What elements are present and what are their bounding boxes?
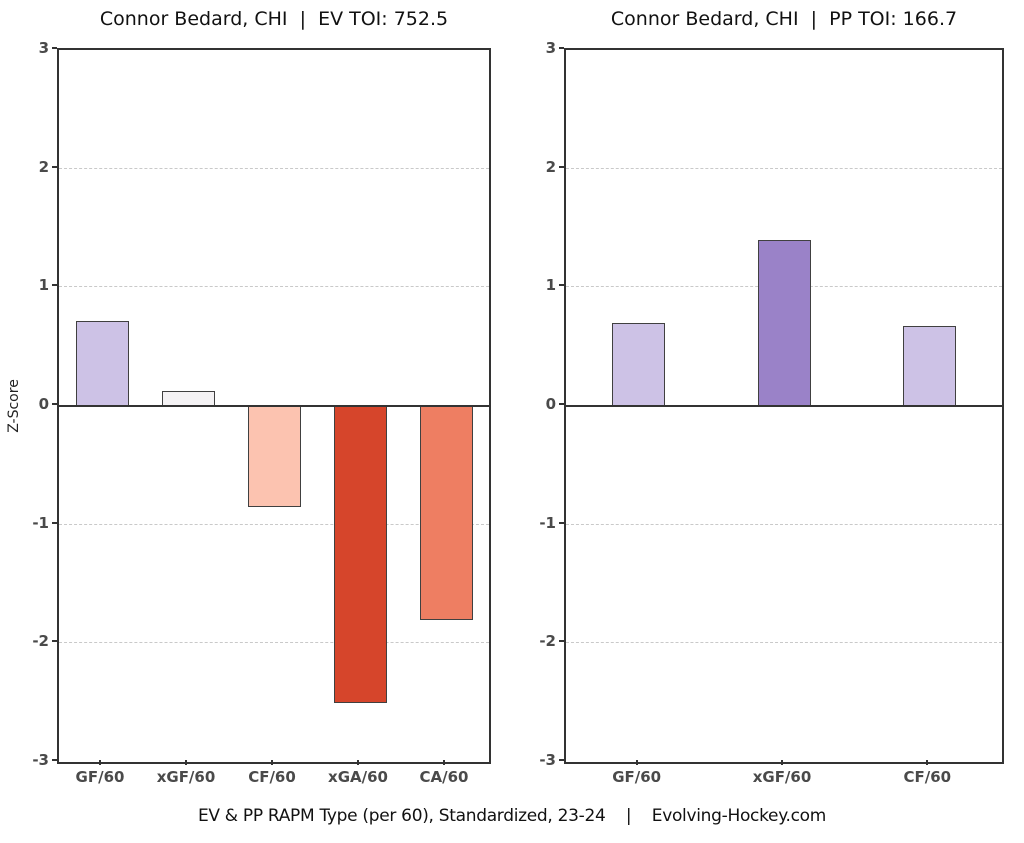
y-tick-mark-1	[559, 284, 564, 287]
y-tick-mark-2	[52, 165, 57, 168]
x-tick-mark-4	[443, 760, 445, 765]
x-tick-mark-0	[635, 760, 638, 765]
y-tick-mark--1	[559, 521, 564, 524]
bar-CF60	[902, 326, 956, 406]
zero-line	[566, 405, 1002, 407]
y-tick-label-1: 1	[545, 276, 556, 295]
gridline-y1	[59, 286, 489, 288]
x-tick-label-CF60: CF/60	[248, 768, 296, 786]
y-tick-label--2: -2	[539, 632, 556, 651]
y-tick-label-0: 0	[545, 395, 556, 413]
y-tick-label--1: -1	[32, 513, 49, 532]
y-tick-mark--2	[559, 640, 564, 643]
x-tick-mark-2	[926, 760, 929, 765]
bar-xGF60	[757, 239, 811, 406]
y-tick-mark-0	[559, 403, 564, 405]
y-tick-mark--3	[559, 759, 564, 761]
x-tick-label-CF60: CF/60	[903, 768, 952, 786]
y-tick-label--2: -2	[32, 632, 49, 651]
pp-chart-title: Connor Bedard, CHI | PP TOI: 166.7	[610, 8, 958, 30]
bar-xGF60	[161, 390, 215, 406]
x-tick-label-xGF60: xGF/60	[752, 768, 812, 786]
y-tick-mark--3	[52, 759, 57, 761]
y-tick-mark-0	[52, 403, 57, 405]
gridline-y2	[566, 167, 1002, 169]
bar-xGA60	[333, 406, 387, 703]
y-tick-mark-3	[559, 47, 564, 49]
x-tick-mark-2	[271, 760, 273, 765]
y-tick-mark--1	[52, 521, 57, 524]
y-tick-mark-2	[559, 165, 564, 168]
x-tick-mark-3	[357, 760, 359, 765]
x-tick-label-CA60: CA/60	[419, 768, 469, 786]
y-tick-label-3: 3	[38, 39, 49, 57]
bar-GF60	[612, 322, 666, 406]
bar-CA60	[419, 406, 473, 620]
y-tick-label-2: 2	[38, 157, 49, 176]
x-tick-label-GF60: GF/60	[75, 768, 125, 786]
y-tick-label-0: 0	[38, 395, 49, 413]
bar-GF60	[75, 320, 129, 406]
gridline-y-1	[566, 523, 1002, 525]
y-tick-mark--2	[52, 640, 57, 643]
gridline-y2	[59, 167, 489, 169]
ev-chart-title: Connor Bedard, CHI | EV TOI: 752.5	[99, 8, 449, 30]
x-tick-mark-1	[185, 760, 187, 765]
gridline-y-1	[59, 523, 489, 525]
gridline-y-2	[566, 642, 1002, 644]
zero-line	[59, 405, 489, 407]
pp-chart-plot-area	[564, 48, 1004, 764]
x-tick-label-xGF60: xGF/60	[156, 768, 216, 786]
figure-caption: EV & PP RAPM Type (per 60), Standardized…	[197, 806, 827, 826]
y-tick-label--3: -3	[539, 751, 556, 769]
y-tick-label-3: 3	[545, 39, 556, 57]
x-tick-label-xGA60: xGA/60	[328, 768, 388, 786]
y-tick-label-2: 2	[545, 157, 556, 176]
pp-chart-panel: Connor Bedard, CHI | PP TOI: 166.7 3 2 1 0 -…	[507, 0, 1004, 800]
y-tick-label--1: -1	[539, 513, 556, 532]
y-tick-mark-3	[52, 47, 57, 49]
y-tick-label-1: 1	[38, 276, 49, 295]
gridline-y-2	[59, 642, 489, 644]
ev-chart-plot-area	[57, 48, 491, 764]
x-tick-mark-0	[99, 760, 101, 765]
bar-CF60	[247, 406, 301, 507]
y-axis-title: Z-Score	[6, 379, 22, 433]
x-tick-mark-1	[781, 760, 783, 765]
y-tick-label--3: -3	[32, 751, 49, 769]
x-tick-label-GF60: GF/60	[612, 768, 662, 786]
y-tick-mark-1	[52, 284, 57, 287]
ev-chart-panel: Connor Bedard, CHI | EV TOI: 752.5 3 2 1 0 -…	[0, 0, 491, 800]
